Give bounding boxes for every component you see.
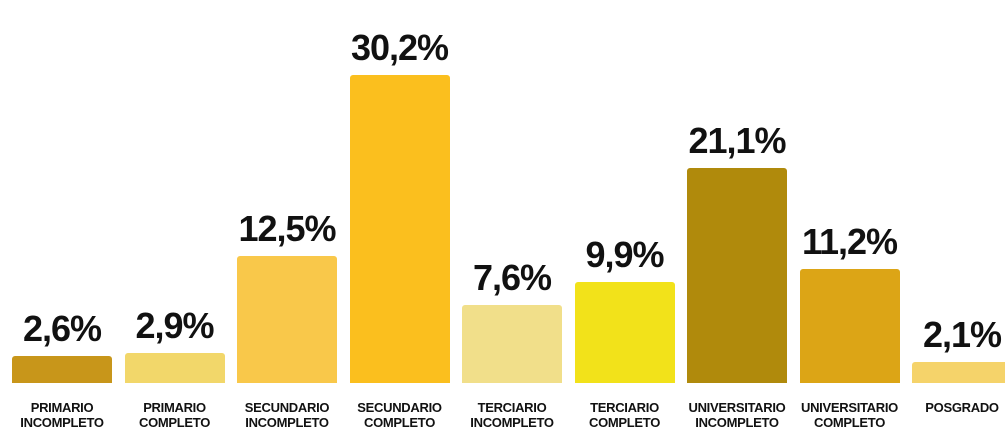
category-label: TERCIARIO COMPLETO [588,400,661,430]
bar [124,353,225,383]
value-label: 2,1% [922,313,1002,355]
value-label: 11,2% [801,220,898,262]
category-label: TERCIARIO INCOMPLETO [470,400,554,430]
category-label: SECUNDARIO COMPLETO [357,400,442,430]
category-label: PRIMARIO INCOMPLETO [20,400,104,430]
bar [912,361,1005,383]
value-label: 2,6% [22,308,102,350]
category-label: PRIMARIO COMPLETO [138,400,211,430]
bar [462,305,562,383]
category-label: UNIVERSITARIO COMPLETO [801,400,898,430]
bar [687,167,787,383]
bar [349,74,450,383]
category-label: UNIVERSITARIO INCOMPLETO [688,400,786,430]
value-label: 2,9% [135,305,214,347]
value-label: 12,5% [238,207,336,249]
bar [237,255,337,383]
bar [799,268,900,383]
value-label: 7,6% [472,257,552,299]
value-label: 9,9% [585,234,664,276]
value-label: 21,1% [688,119,786,161]
category-label: POSGRADO [925,400,999,415]
bar [574,282,675,383]
bar [12,356,112,383]
category-label: SECUNDARIO INCOMPLETO [244,400,330,430]
value-label: 30,2% [350,26,449,68]
